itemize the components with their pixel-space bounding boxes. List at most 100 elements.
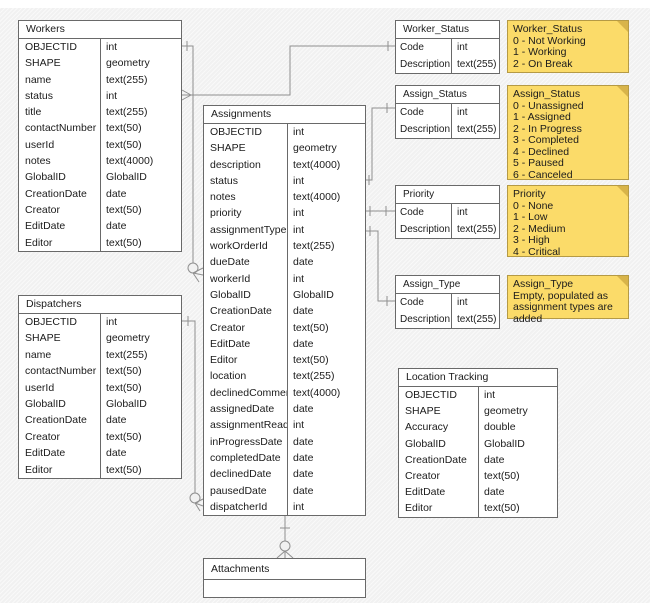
field-name: CreationDate: [19, 185, 101, 202]
note-line: 2 - Medium: [513, 222, 566, 235]
field-name: OBJECTID: [204, 124, 288, 141]
note-line: 2 - On Break: [513, 57, 573, 70]
entity-assign-type: Assign_Type Code int Description text(255): [395, 275, 500, 329]
note-assign-type: Assign_Type Empty, populated as assignme…: [507, 275, 629, 324]
entity-title-location-tracking: Location Tracking: [399, 369, 557, 387]
note-line: Empty, populated as assignment types are…: [513, 289, 613, 325]
field-name: GlobalID: [19, 395, 101, 413]
field-name: Description: [396, 311, 452, 328]
field-name: Code: [396, 204, 452, 221]
field-type: text(50): [484, 469, 520, 482]
field-type: text(50): [106, 236, 142, 249]
entity-location-tracking: Location Tracking OBJECTID int SHAPE geomet…: [398, 368, 558, 518]
connector-assignments-assignstatus: [366, 103, 395, 185]
field-row: Editor text(50): [19, 234, 181, 251]
field-type: text(255): [106, 73, 148, 86]
field-name: status: [19, 87, 101, 105]
field-type: text(255): [293, 240, 335, 253]
field-row: EditDate date: [19, 218, 181, 235]
field-row: inProgressDate date: [204, 433, 365, 450]
field-type: text(50): [106, 430, 142, 443]
field-name: notes: [204, 189, 288, 206]
entity-title-workers: Workers: [19, 21, 181, 39]
field-type: text(4000): [106, 155, 154, 168]
field-type: GlobalID: [293, 288, 334, 301]
field-type: int: [293, 126, 305, 138]
field-row: GlobalID GlobalID: [399, 435, 557, 452]
note-assign-status: Assign_Status 0 - Unassigned 1 - Assigned…: [507, 85, 629, 180]
field-row: dispatcherId int: [204, 498, 365, 516]
field-type: date: [293, 468, 314, 481]
field-row: contactNumber text(50): [19, 363, 181, 380]
field-name: name: [19, 346, 101, 364]
field-row: CreationDate date: [204, 303, 365, 320]
field-name: assignmentType: [204, 221, 288, 239]
note-line: 0 - Unassigned: [513, 99, 584, 112]
field-type: int: [106, 89, 118, 102]
entity-title-priority: Priority: [396, 186, 499, 204]
field-type: int: [293, 419, 305, 432]
field-row: Creator text(50): [19, 201, 181, 219]
field-list: Code int Description text(255): [396, 294, 499, 328]
field-type: date: [293, 403, 314, 416]
field-row: name text(255): [19, 346, 181, 364]
field-name: Editor: [399, 500, 479, 517]
field-type: int: [293, 272, 305, 285]
note-line: 1 - Assigned: [513, 111, 571, 123]
field-row: workOrderId text(255): [204, 238, 365, 255]
field-row: EditDate date: [19, 445, 181, 462]
note-line: 3 - High: [513, 234, 550, 246]
field-row: EditDate date: [204, 335, 365, 353]
field-row: name text(255): [19, 71, 181, 88]
field-type: text(255): [457, 314, 497, 325]
field-name: Editor: [204, 352, 288, 369]
note-line: 3 - Completed: [513, 134, 579, 146]
field-type: text(50): [106, 463, 142, 476]
field-type: int: [106, 41, 118, 53]
entity-priority: Priority Code int Description text(255): [395, 185, 500, 239]
note-fold-icon: [617, 86, 628, 97]
note-line: 1 - Working: [513, 46, 567, 58]
field-row: CreationDate date: [19, 412, 181, 429]
entity-title-assign-type: Assign_Type: [396, 276, 499, 294]
field-name: SHAPE: [19, 330, 101, 347]
field-row: completedDate date: [204, 449, 365, 467]
field-type: geometry: [106, 57, 150, 70]
note-fold-icon: [617, 276, 628, 287]
field-name: OBJECTID: [399, 387, 479, 404]
field-type: text(255): [457, 59, 497, 70]
connector-assignments-assigntype: [366, 226, 395, 306]
field-row: title text(255): [19, 104, 181, 121]
field-type: date: [293, 484, 314, 497]
note-line: 4 - Declined: [513, 145, 570, 158]
field-name: userId: [19, 136, 101, 154]
connector-assignments-priority: [366, 206, 395, 216]
field-type: text(50): [293, 321, 329, 334]
field-type: geometry: [293, 142, 337, 155]
field-list: Code int Description text(255): [396, 204, 499, 238]
field-row: Editor text(50): [204, 352, 365, 369]
field-type: date: [484, 453, 505, 466]
field-name: contactNumber: [19, 363, 101, 380]
field-name: CreationDate: [19, 412, 101, 429]
field-name: Creator: [204, 319, 288, 336]
note-line: 4 - Critical: [513, 245, 561, 258]
field-type: geometry: [484, 405, 528, 418]
field-type: text(4000): [293, 386, 341, 399]
field-row: OBJECTID int: [399, 387, 557, 404]
field-row: workerId int: [204, 270, 365, 287]
note-title: Worker_Status: [513, 23, 583, 35]
field-row: SHAPE geometry: [19, 330, 181, 347]
field-type: int: [293, 500, 305, 513]
entity-dispatchers: Dispatchers OBJECTID int SHAPE geometry name…: [18, 295, 182, 479]
field-name: Description: [396, 56, 452, 73]
field-row: SHAPE geometry: [204, 140, 365, 157]
field-row: Description text(255): [396, 56, 499, 73]
field-list: OBJECTID int SHAPE geometry Accuracy double Gl…: [399, 387, 557, 517]
field-list: Code int Description text(255): [396, 39, 499, 73]
field-type: GlobalID: [106, 171, 147, 184]
entity-title-worker-status: Worker_Status: [396, 21, 499, 39]
field-name: CreationDate: [204, 303, 288, 320]
field-row: status int: [204, 172, 365, 190]
